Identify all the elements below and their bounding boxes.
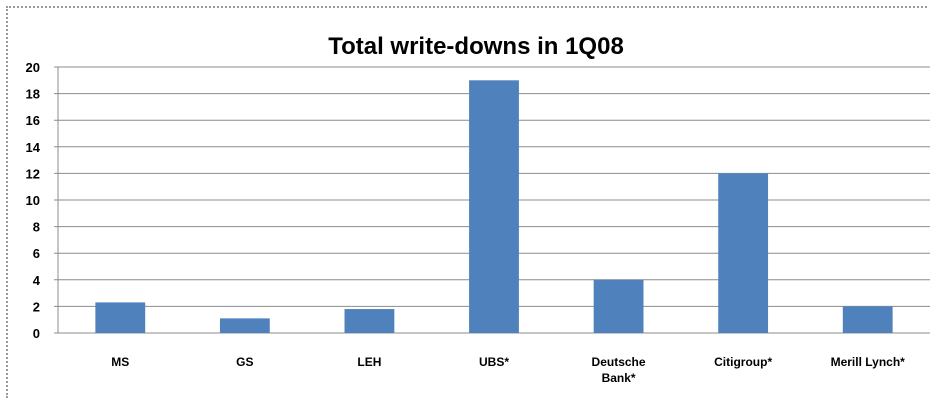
bar xyxy=(219,318,270,333)
y-tick-label: 18 xyxy=(26,87,40,102)
y-tick-label: 12 xyxy=(26,166,40,181)
bar xyxy=(718,173,769,333)
y-tick-label: 2 xyxy=(33,299,40,314)
x-tick-label: LEH xyxy=(357,355,381,369)
bar xyxy=(593,279,644,333)
bar xyxy=(842,306,893,333)
y-tick-label: 8 xyxy=(33,220,40,235)
x-tick-label: Merill Lynch* xyxy=(831,355,906,369)
x-tick-label: Citigroup* xyxy=(714,355,772,369)
x-axis-ticks: MS GS LEH UBS* Deutsche Bank* Citigroup* Merill… xyxy=(111,355,905,385)
y-tick-label: 10 xyxy=(26,193,40,208)
y-tick-label: 16 xyxy=(26,113,40,128)
bars xyxy=(95,80,893,333)
x-tick-label: MS xyxy=(111,355,129,369)
chart-frame xyxy=(6,6,927,398)
bar xyxy=(95,302,146,333)
bar xyxy=(469,80,519,333)
y-tick-label: 4 xyxy=(33,273,41,288)
chart-title: Total write-downs in 1Q08 xyxy=(328,33,624,60)
y-tick-label: 6 xyxy=(33,246,40,261)
x-tick-label: Deutsche Bank* xyxy=(592,355,646,385)
y-axis-ticks: 0 2 4 6 8 10 12 14 16 18 20 xyxy=(26,60,41,341)
x-tick-label: UBS* xyxy=(479,355,509,369)
y-tick-label: 0 xyxy=(33,326,40,341)
x-tick-label: GS xyxy=(236,355,253,369)
y-tick-label: 20 xyxy=(26,60,40,75)
bar xyxy=(344,309,395,333)
y-tick-label: 14 xyxy=(26,140,41,155)
